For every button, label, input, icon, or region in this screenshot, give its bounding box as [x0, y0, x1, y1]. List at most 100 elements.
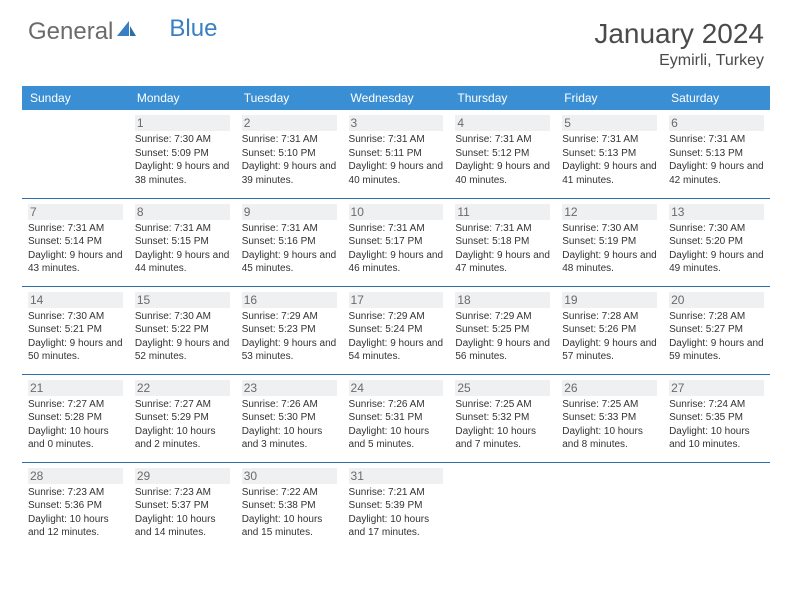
sunrise-line: Sunrise: 7:31 AM [669, 133, 764, 147]
sunset-line: Sunset: 5:15 PM [135, 235, 230, 249]
day-number: 8 [135, 204, 230, 220]
calendar-cell: 4 Sunrise: 7:31 AMSunset: 5:12 PMDaylight… [449, 110, 556, 198]
sunrise-line: Sunrise: 7:31 AM [562, 133, 657, 147]
day-number: 14 [28, 292, 123, 308]
calendar-cell: 3 Sunrise: 7:31 AMSunset: 5:11 PMDaylight… [343, 110, 450, 198]
sunrise-line: Sunrise: 7:24 AM [669, 398, 764, 412]
day-number: 31 [349, 468, 444, 484]
day-number: 1 [135, 115, 230, 131]
sunrise-line: Sunrise: 7:30 AM [135, 310, 230, 324]
calendar-cell: 28Sunrise: 7:23 AMSunset: 5:36 PMDayligh… [22, 462, 129, 550]
day-detail: Sunrise: 7:29 AMSunset: 5:25 PMDaylight:… [455, 310, 550, 364]
calendar-cell: 18Sunrise: 7:29 AMSunset: 5:25 PMDayligh… [449, 286, 556, 374]
sunrise-line: Sunrise: 7:26 AM [242, 398, 337, 412]
calendar-cell: 29 Sunrise: 7:23 AMSunset: 5:37 PMDayligh… [129, 462, 236, 550]
day-number: 25 [455, 380, 550, 396]
day-detail: Sunrise: 7:31 AMSunset: 5:15 PMDaylight:… [135, 222, 230, 276]
day-detail: Sunrise: 7:31 AMSunset: 5:16 PMDaylight:… [242, 222, 337, 276]
sunset-line: Sunset: 5:27 PM [669, 323, 764, 337]
calendar-cell: 6Sunrise: 7:31 AMSunset: 5:13 PMDaylight… [663, 110, 770, 198]
daylight-line: Daylight: 9 hours and 44 minutes. [135, 249, 230, 276]
calendar-row: 1Sunrise: 7:30 AMSunset: 5:09 PMDaylight… [22, 110, 770, 198]
sunrise-line: Sunrise: 7:29 AM [349, 310, 444, 324]
day-number: 2 [242, 115, 337, 131]
daylight-line: Daylight: 9 hours and 47 minutes. [455, 249, 550, 276]
sunrise-line: Sunrise: 7:30 AM [669, 222, 764, 236]
day-number: 4 [455, 115, 550, 131]
sunset-line: Sunset: 5:13 PM [562, 147, 657, 161]
daylight-line: Daylight: 10 hours and 2 minutes. [135, 425, 230, 452]
calendar-cell: 13Sunrise: 7:30 AMSunset: 5:20 PMDayligh… [663, 198, 770, 286]
calendar-cell: 17Sunrise: 7:29 AMSunset: 5:24 PMDayligh… [343, 286, 450, 374]
day-number: 13 [669, 204, 764, 220]
sunrise-line: Sunrise: 7:30 AM [28, 310, 123, 324]
sunset-line: Sunset: 5:14 PM [28, 235, 123, 249]
daylight-line: Daylight: 10 hours and 17 minutes. [349, 513, 444, 540]
logo-text-general: General [28, 18, 113, 46]
day-detail: Sunrise: 7:22 AMSunset: 5:38 PMDaylight:… [242, 486, 337, 540]
calendar-cell: 23 Sunrise: 7:26 AMSunset: 5:30 PMDayligh… [236, 374, 343, 462]
calendar-cell: 31 Sunrise: 7:21 AMSunset: 5:39 PMDayligh… [343, 462, 450, 550]
sunrise-line: Sunrise: 7:28 AM [562, 310, 657, 324]
sunrise-line: Sunrise: 7:25 AM [562, 398, 657, 412]
sunrise-line: Sunrise: 7:31 AM [455, 222, 550, 236]
calendar-row: 14Sunrise: 7:30 AMSunset: 5:21 PMDayligh… [22, 286, 770, 374]
day-number: 12 [562, 204, 657, 220]
sunrise-line: Sunrise: 7:27 AM [135, 398, 230, 412]
sunset-line: Sunset: 5:28 PM [28, 411, 123, 425]
day-detail: Sunrise: 7:21 AMSunset: 5:39 PMDaylight:… [349, 486, 444, 540]
day-detail: Sunrise: 7:31 AMSunset: 5:12 PMDaylight:… [455, 133, 550, 187]
day-header: Tuesday [236, 86, 343, 110]
sunset-line: Sunset: 5:20 PM [669, 235, 764, 249]
day-number: 16 [242, 292, 337, 308]
day-detail: Sunrise: 7:31 AMSunset: 5:18 PMDaylight:… [455, 222, 550, 276]
calendar-cell: 21Sunrise: 7:27 AMSunset: 5:28 PMDayligh… [22, 374, 129, 462]
day-header: Monday [129, 86, 236, 110]
logo-text-blue: Blue [169, 15, 217, 43]
day-detail: Sunrise: 7:25 AMSunset: 5:32 PMDaylight:… [455, 398, 550, 452]
sunrise-line: Sunrise: 7:23 AM [135, 486, 230, 500]
day-header-row: Sunday Monday Tuesday Wednesday Thursday… [22, 86, 770, 110]
calendar-cell: 15Sunrise: 7:30 AMSunset: 5:22 PMDayligh… [129, 286, 236, 374]
day-number: 29 [135, 468, 230, 484]
day-number: 3 [349, 115, 444, 131]
calendar-cell: 19Sunrise: 7:28 AMSunset: 5:26 PMDayligh… [556, 286, 663, 374]
sunset-line: Sunset: 5:24 PM [349, 323, 444, 337]
day-detail: Sunrise: 7:30 AMSunset: 5:21 PMDaylight:… [28, 310, 123, 364]
sunset-line: Sunset: 5:33 PM [562, 411, 657, 425]
sunset-line: Sunset: 5:31 PM [349, 411, 444, 425]
day-detail: Sunrise: 7:31 AMSunset: 5:17 PMDaylight:… [349, 222, 444, 276]
day-header: Thursday [449, 86, 556, 110]
sunset-line: Sunset: 5:29 PM [135, 411, 230, 425]
calendar-cell: 25 Sunrise: 7:25 AMSunset: 5:32 PMDayligh… [449, 374, 556, 462]
day-detail: Sunrise: 7:30 AMSunset: 5:19 PMDaylight:… [562, 222, 657, 276]
calendar-cell: 16Sunrise: 7:29 AMSunset: 5:23 PMDayligh… [236, 286, 343, 374]
daylight-line: Daylight: 9 hours and 57 minutes. [562, 337, 657, 364]
day-detail: Sunrise: 7:31 AMSunset: 5:11 PMDaylight:… [349, 133, 444, 187]
day-number: 23 [242, 380, 337, 396]
calendar-cell: 22Sunrise: 7:27 AMSunset: 5:29 PMDayligh… [129, 374, 236, 462]
day-detail: Sunrise: 7:27 AMSunset: 5:29 PMDaylight:… [135, 398, 230, 452]
sunset-line: Sunset: 5:12 PM [455, 147, 550, 161]
day-number: 27 [669, 380, 764, 396]
sunrise-line: Sunrise: 7:28 AM [669, 310, 764, 324]
day-number: 15 [135, 292, 230, 308]
daylight-line: Daylight: 9 hours and 53 minutes. [242, 337, 337, 364]
sunrise-line: Sunrise: 7:31 AM [455, 133, 550, 147]
calendar-cell: 14 Sunrise: 7:30 AMSunset: 5:21 PMDayligh… [22, 286, 129, 374]
calendar-cell [663, 462, 770, 550]
daylight-line: Daylight: 9 hours and 59 minutes. [669, 337, 764, 364]
day-detail: Sunrise: 7:31 AMSunset: 5:10 PMDaylight:… [242, 133, 337, 187]
daylight-line: Daylight: 9 hours and 40 minutes. [455, 160, 550, 187]
calendar-cell: 8 Sunrise: 7:31 AMSunset: 5:15 PMDaylight… [129, 198, 236, 286]
day-detail: Sunrise: 7:26 AMSunset: 5:30 PMDaylight:… [242, 398, 337, 452]
day-detail: Sunrise: 7:31 AMSunset: 5:13 PMDaylight:… [669, 133, 764, 187]
day-number: 17 [349, 292, 444, 308]
sunrise-line: Sunrise: 7:31 AM [28, 222, 123, 236]
day-detail: Sunrise: 7:28 AMSunset: 5:27 PMDaylight:… [669, 310, 764, 364]
sunrise-line: Sunrise: 7:30 AM [562, 222, 657, 236]
day-detail: Sunrise: 7:23 AMSunset: 5:37 PMDaylight:… [135, 486, 230, 540]
sunset-line: Sunset: 5:21 PM [28, 323, 123, 337]
calendar-cell [22, 110, 129, 198]
calendar-cell: 2 Sunrise: 7:31 AMSunset: 5:10 PMDaylight… [236, 110, 343, 198]
